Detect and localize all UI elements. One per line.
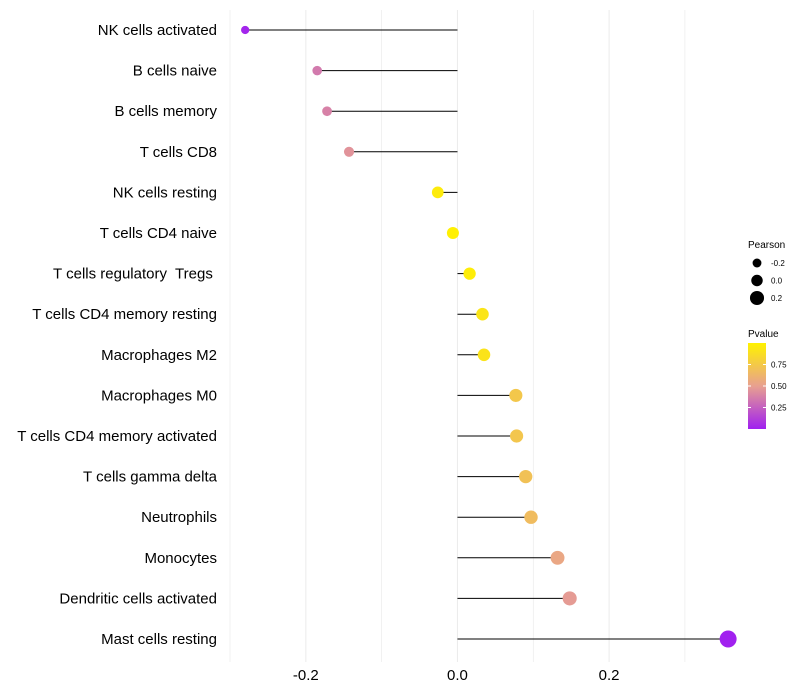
data-point bbox=[509, 388, 523, 402]
y-tick-label: T cells regulatory Tregs bbox=[53, 266, 217, 283]
y-tick-label: T cells CD4 memory activated bbox=[17, 428, 217, 445]
x-tick-label: 0.2 bbox=[599, 667, 620, 684]
legend-size-key bbox=[752, 258, 762, 268]
data-point bbox=[431, 186, 444, 199]
legend-size-key bbox=[751, 274, 763, 287]
y-tick-label: T cells CD4 naive bbox=[100, 225, 217, 242]
data-point bbox=[477, 348, 491, 362]
stem-layer bbox=[245, 29, 729, 640]
data-point bbox=[312, 65, 322, 76]
y-tick-label: T cells CD8 bbox=[140, 144, 217, 161]
y-tick-label: NK cells resting bbox=[113, 184, 217, 201]
colorbar-label: 0.25 bbox=[771, 404, 787, 413]
y-tick-label: NK cells activated bbox=[98, 22, 217, 39]
colorbar bbox=[748, 343, 766, 429]
x-tick-labels: -0.2 0.0 0.2 bbox=[293, 667, 620, 684]
legend-size-label: 0.0 bbox=[771, 277, 783, 286]
data-point bbox=[524, 510, 538, 524]
legend-size-label: -0.2 bbox=[771, 259, 785, 268]
y-tick-label: Mast cells resting bbox=[101, 631, 217, 648]
y-tick-label: Macrophages M2 bbox=[101, 347, 217, 364]
y-tick-label: T cells CD4 memory resting bbox=[32, 306, 217, 323]
data-point bbox=[463, 267, 476, 280]
data-point bbox=[241, 25, 250, 35]
legend-pearson-title: Pearson bbox=[748, 240, 785, 251]
data-point bbox=[476, 307, 489, 321]
legend-pvalue: Pvalue 0.75 0.50 0.25 bbox=[748, 329, 787, 429]
y-tick-label: Neutrophils bbox=[141, 509, 217, 526]
point-layer bbox=[241, 25, 737, 648]
data-point bbox=[519, 469, 533, 484]
data-point bbox=[719, 630, 737, 648]
data-point bbox=[343, 146, 355, 157]
legend-size-label: 0.2 bbox=[771, 294, 783, 303]
legend-pearson: Pearson -0.2 0.0 0.2 bbox=[748, 240, 785, 306]
colorbar-label: 0.75 bbox=[771, 361, 787, 370]
data-point bbox=[510, 429, 524, 443]
y-tick-label: Monocytes bbox=[144, 550, 217, 567]
y-tick-label: Dendritic cells activated bbox=[59, 590, 217, 607]
legend-pvalue-title: Pvalue bbox=[748, 329, 779, 340]
y-tick-label: T cells gamma delta bbox=[83, 469, 218, 486]
data-point bbox=[446, 226, 459, 240]
colorbar-label: 0.50 bbox=[771, 382, 787, 391]
y-tick-label: Macrophages M0 bbox=[101, 387, 217, 404]
x-tick-label: 0.0 bbox=[447, 667, 468, 684]
y-tick-label: B cells memory bbox=[114, 103, 217, 120]
data-point bbox=[322, 106, 332, 117]
grid-layer bbox=[229, 10, 686, 662]
x-tick-label: -0.2 bbox=[293, 667, 319, 684]
y-tick-label: B cells naive bbox=[133, 63, 217, 80]
y-tick-labels: NK cells activated B cells naive B cells m… bbox=[17, 22, 217, 648]
data-point bbox=[562, 591, 577, 606]
legend-size-key bbox=[749, 290, 765, 306]
data-point bbox=[550, 550, 565, 565]
